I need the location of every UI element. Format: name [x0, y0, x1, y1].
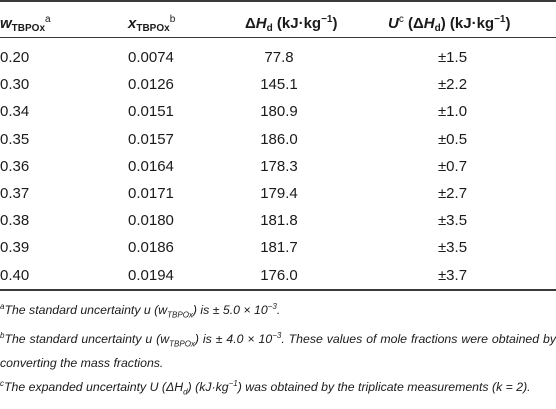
cell-dh: 178.3 [260, 157, 298, 175]
cell-w: 0.38 [0, 212, 30, 230]
cell-u: ±2.7 [437, 184, 468, 202]
cell-w: 0.35 [0, 130, 30, 148]
table-row: 0.40 0.0194 176.0 ±3.7 [0, 262, 556, 289]
table-top-rule [0, 0, 556, 2]
cell-x: 0.0157 [128, 130, 174, 148]
cell-x: 0.0074 [128, 49, 174, 66]
cell-w: 0.37 [0, 184, 30, 202]
cell-w: 0.30 [0, 76, 30, 94]
cell-dh: 77.8 [264, 49, 294, 66]
cell-u: ±1.0 [437, 103, 468, 121]
cell-x: 0.0194 [128, 266, 174, 284]
cell-u: ±3.7 [437, 266, 468, 284]
cell-dh: 179.4 [260, 184, 298, 202]
footnote-c: cThe expanded uncertainty U (ΔHd) (kJ·kg… [0, 378, 531, 397]
cell-dh: 180.9 [260, 103, 298, 121]
header-uncertainty: Uc (ΔHd) (kJ·kg−1) [388, 14, 511, 34]
table-header-rule [0, 37, 556, 38]
footnote-a: aThe standard uncertainty u (wTBPOx) is … [0, 302, 281, 320]
cell-x: 0.0180 [128, 212, 174, 230]
cell-x: 0.0151 [128, 103, 174, 121]
cell-dh: 186.0 [260, 130, 298, 148]
header-mass-fraction: wTBPOxa [0, 14, 51, 34]
table-row: 0.36 0.0164 178.3 ±0.7 [0, 153, 556, 180]
table-row: 0.38 0.0180 181.8 ±3.5 [0, 207, 556, 234]
cell-u: ±0.5 [437, 130, 468, 148]
footnote-b: bThe standard uncertainty u (wTBPOx) is … [0, 331, 556, 370]
cell-dh: 181.7 [260, 239, 298, 257]
cell-u: ±1.5 [437, 49, 468, 66]
table-row: 0.20 0.0074 77.8 ±1.5 [0, 44, 556, 71]
cell-dh: 181.8 [260, 212, 298, 230]
cell-w: 0.39 [0, 239, 30, 257]
cell-x: 0.0186 [128, 239, 174, 257]
table-row: 0.34 0.0151 180.9 ±1.0 [0, 98, 556, 125]
cell-w: 0.34 [0, 103, 30, 121]
table-bottom-rule [0, 289, 556, 291]
cell-u: ±3.5 [437, 212, 468, 230]
table-row: 0.39 0.0186 181.7 ±3.5 [0, 234, 556, 261]
cell-w: 0.36 [0, 157, 30, 175]
footnotes: aThe standard uncertainty u (wTBPOx) is … [0, 298, 556, 404]
cell-u: ±0.7 [437, 157, 468, 175]
table-row: 0.37 0.0171 179.4 ±2.7 [0, 180, 556, 207]
cell-dh: 145.1 [260, 76, 298, 94]
cell-dh: 176.0 [260, 266, 298, 284]
header-mole-fraction: xTBPOxb [128, 14, 176, 34]
cell-x: 0.0171 [128, 184, 174, 202]
cell-x: 0.0164 [128, 157, 174, 175]
table-row: 0.30 0.0126 145.1 ±2.2 [0, 71, 556, 98]
header-enthalpy: ΔHd (kJ·kg−1) [245, 14, 338, 34]
cell-x: 0.0126 [128, 76, 174, 94]
cell-u: ±3.5 [437, 239, 468, 257]
table-body: 0.20 0.0074 77.8 ±1.5 0.30 0.0126 145.1 ±2.2 0… [0, 44, 556, 289]
table-row: 0.35 0.0157 186.0 ±0.5 [0, 126, 556, 153]
cell-w: 0.40 [0, 266, 30, 284]
cell-w: 0.20 [0, 49, 30, 66]
cell-u: ±2.2 [437, 76, 468, 94]
